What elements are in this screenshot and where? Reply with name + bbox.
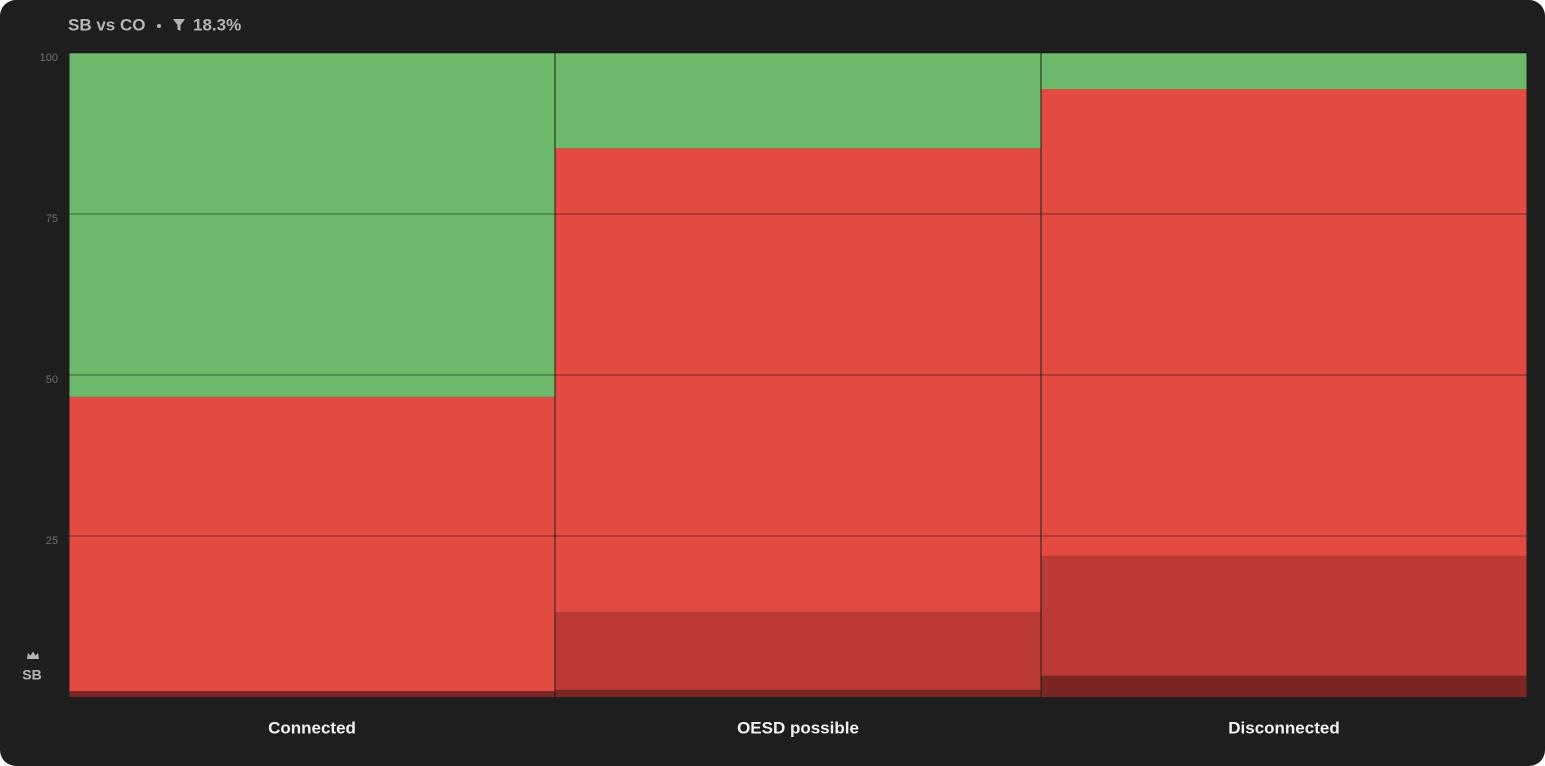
chart-title: SB vs CO <box>68 15 145 34</box>
bar-segment <box>69 396 555 692</box>
crown-icon <box>27 651 39 659</box>
filter-label: 18.3% <box>193 15 241 34</box>
x-tick-label: Disconnected <box>1228 718 1339 737</box>
bar-segment <box>555 148 1041 612</box>
separator-dot <box>157 24 161 28</box>
bar-segment <box>555 689 1041 697</box>
bar-segment <box>1041 89 1527 556</box>
x-tick-label: Connected <box>268 718 356 737</box>
bar-segment <box>1041 53 1527 90</box>
bar-segment <box>555 611 1041 690</box>
filter-icon <box>173 19 185 31</box>
bar-segment <box>1041 675 1527 697</box>
x-tick-label: OESD possible <box>737 718 859 737</box>
bar-segment <box>1041 555 1527 676</box>
bar-segment <box>555 53 1041 149</box>
y-tick-label: 75 <box>46 213 58 225</box>
bar-segment <box>69 53 555 397</box>
y-tick-label: 50 <box>46 374 58 386</box>
bar-segment <box>69 691 555 697</box>
y-axis-label: SB <box>22 667 41 683</box>
y-tick-label: 25 <box>46 535 58 547</box>
y-tick-label: 100 <box>40 52 58 64</box>
